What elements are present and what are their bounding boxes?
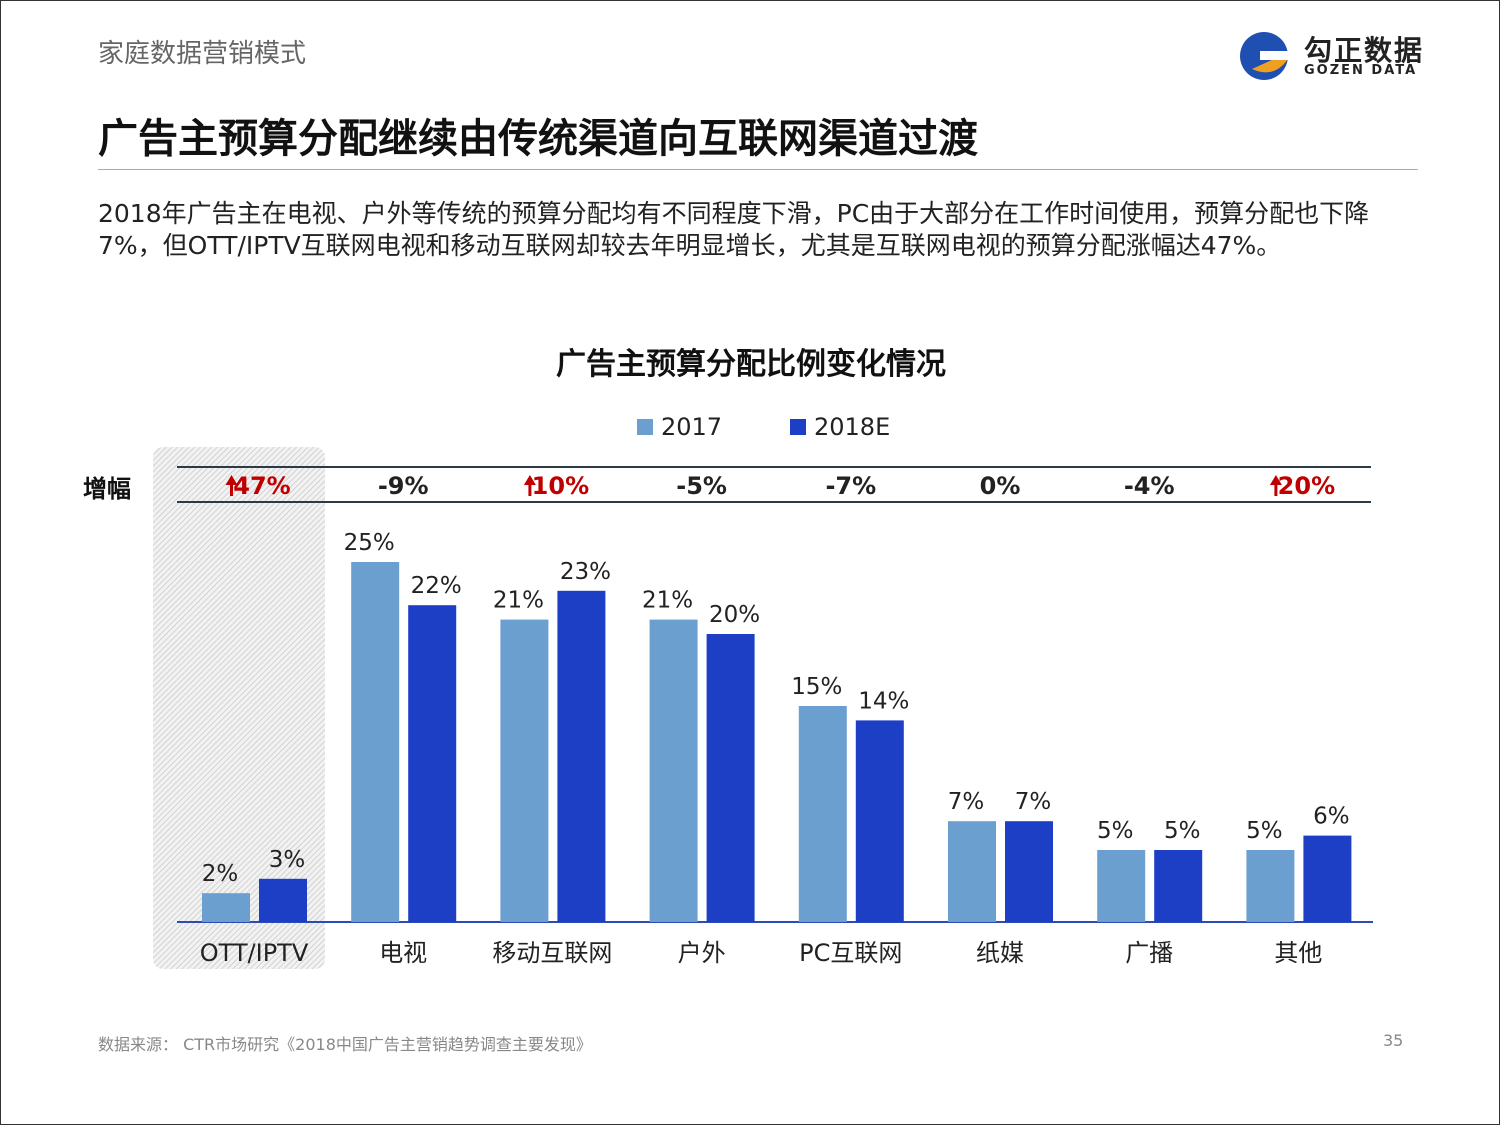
growth-value: -9% [378, 472, 429, 500]
bar-2018e [259, 878, 307, 922]
logo-g-icon [1240, 32, 1288, 80]
value-label: 25% [344, 530, 395, 556]
growth-value: 0% [980, 472, 1021, 500]
legend: 2017 2018E [637, 413, 890, 441]
page-number: 35 [1383, 1031, 1404, 1050]
divider [98, 169, 1418, 170]
up-arrow-icon [225, 475, 238, 496]
value-label: 2% [202, 861, 239, 887]
bar-2018e [706, 634, 755, 922]
growth-value: 20% [1278, 472, 1335, 500]
legend-swatch-2017 [637, 419, 653, 435]
growth-value: -5% [676, 472, 727, 500]
value-label: 3% [269, 847, 306, 873]
value-label: 5% [1097, 818, 1134, 844]
value-label: 7% [948, 789, 985, 815]
bar-2018e [1303, 835, 1352, 922]
value-label: 14% [858, 688, 909, 714]
x-tick-label: 移动互联网 [492, 939, 612, 967]
bar-2017 [351, 562, 400, 922]
up-arrow-icon [1269, 475, 1282, 496]
legend-swatch-2018e [790, 419, 806, 435]
up-arrow-icon [523, 475, 536, 496]
x-tick-label: 纸媒 [976, 939, 1024, 967]
logo-text-cn: 勾正数据 [1304, 34, 1425, 67]
bar-2017 [1246, 850, 1295, 922]
value-label: 21% [642, 588, 693, 614]
bar-2017 [202, 893, 250, 922]
legend-label-2017: 2017 [661, 413, 722, 441]
bar-2018e [557, 590, 606, 922]
x-tick-label: 电视 [379, 939, 427, 967]
description: 2018年广告主在电视、户外等传统的预算分配均有不同程度下滑，PC由于大部分在工… [98, 199, 1370, 260]
bar-2018e [855, 720, 904, 922]
x-tick-label: OTT/IPTV [200, 939, 309, 967]
legend-label-2018e: 2018E [814, 413, 890, 441]
logo-text-en: GOZEN DATA [1304, 63, 1418, 78]
value-label: 5% [1246, 818, 1283, 844]
x-tick-label: PC互联网 [799, 939, 902, 967]
value-label: 22% [411, 573, 462, 599]
value-label: 7% [1015, 789, 1052, 815]
gozen-logo: 勾正数据 GOZEN DATA [1234, 29, 1434, 83]
value-label: 21% [493, 588, 544, 614]
bar-2017 [1097, 850, 1146, 922]
x-tick-label: 户外 [678, 939, 726, 967]
chart-title: 广告主预算分配比例变化情况 [556, 347, 946, 382]
highlight-region [153, 447, 325, 969]
bar-2017 [500, 619, 549, 922]
bar-2017 [948, 821, 996, 922]
value-label: 6% [1313, 804, 1350, 830]
value-label: 15% [791, 674, 842, 700]
value-label: 23% [560, 559, 611, 585]
x-tick-label: 广播 [1125, 939, 1173, 967]
bar-2017 [649, 619, 698, 922]
growth-value: -4% [1124, 472, 1175, 500]
x-tick-label: 其他 [1274, 939, 1322, 967]
growth-row-label: 增幅 [83, 475, 131, 503]
growth-value: 10% [532, 472, 589, 500]
bar-2018e [408, 605, 457, 922]
bar-2018e [1005, 821, 1053, 922]
section-label: 家庭数据营销模式 [98, 39, 307, 69]
source-note: 数据来源： CTR市场研究《2018中国广告主营销趋势调查主要发现》 [98, 1035, 592, 1054]
bar-2018e [1154, 850, 1203, 922]
growth-value: -7% [825, 472, 876, 500]
growth-value: 47% [233, 472, 290, 500]
bar-2017 [798, 706, 847, 922]
page-title: 广告主预算分配继续由传统渠道向互联网渠道过渡 [98, 116, 978, 162]
value-label: 20% [709, 602, 760, 628]
value-label: 5% [1164, 818, 1201, 844]
